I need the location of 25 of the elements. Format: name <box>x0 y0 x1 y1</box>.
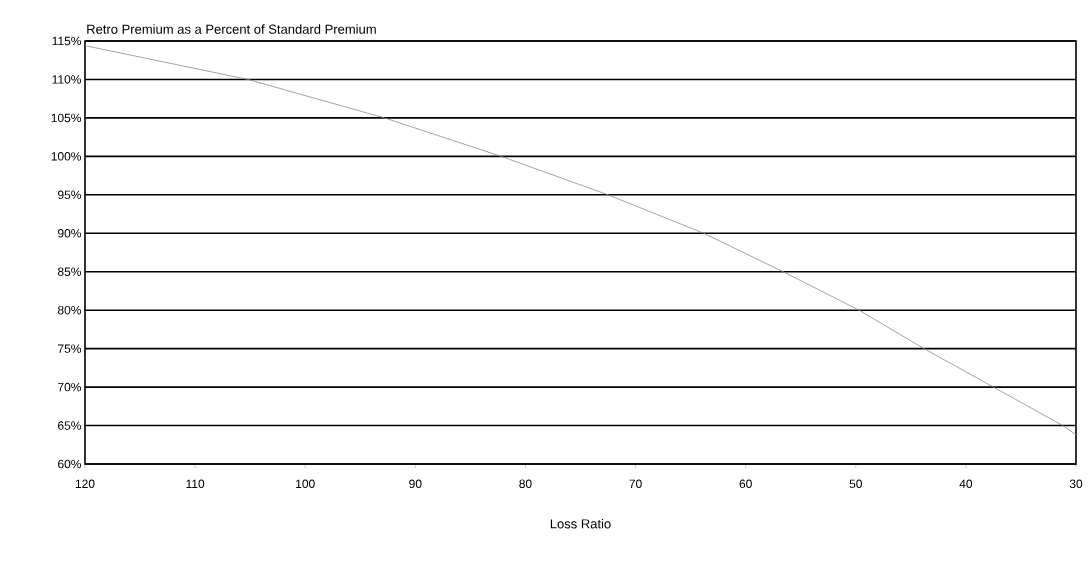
y-tick-label: 100% <box>51 152 82 161</box>
y-tick-label: 90% <box>58 229 82 238</box>
y-tick-label: 95% <box>58 190 82 200</box>
line-series <box>84 45 1076 436</box>
y-tick-label: 70% <box>58 382 82 392</box>
x-tick-label: 50 <box>849 479 862 489</box>
x-tick-label: 70 <box>629 479 642 489</box>
x-tick-label: 110 <box>186 479 205 489</box>
y-tick-label: 105% <box>51 113 82 123</box>
y-tick-label: 110% <box>52 75 82 84</box>
x-axis-title: Loss Ratio <box>550 518 611 529</box>
y-tick-label: 60% <box>58 459 82 469</box>
x-tick-label: 40 <box>959 479 973 489</box>
x-tick-label: 60 <box>739 479 752 489</box>
x-tick-label: 120 <box>75 479 95 489</box>
y-tick-label: 65% <box>58 421 82 430</box>
x-tick-label: 80 <box>519 479 532 489</box>
chart-title: Retro Premium as a Percent of Standard Premium <box>87 24 376 34</box>
y-tick-label: 115% <box>52 36 82 46</box>
x-tick-label: 30 <box>1069 479 1083 489</box>
x-tick-label: 90 <box>409 479 422 489</box>
y-tick-label: 80% <box>57 305 82 315</box>
x-tick-label: 100 <box>296 479 315 489</box>
y-tick-label: 85% <box>57 267 82 276</box>
y-tick-label: 75% <box>58 344 82 353</box>
